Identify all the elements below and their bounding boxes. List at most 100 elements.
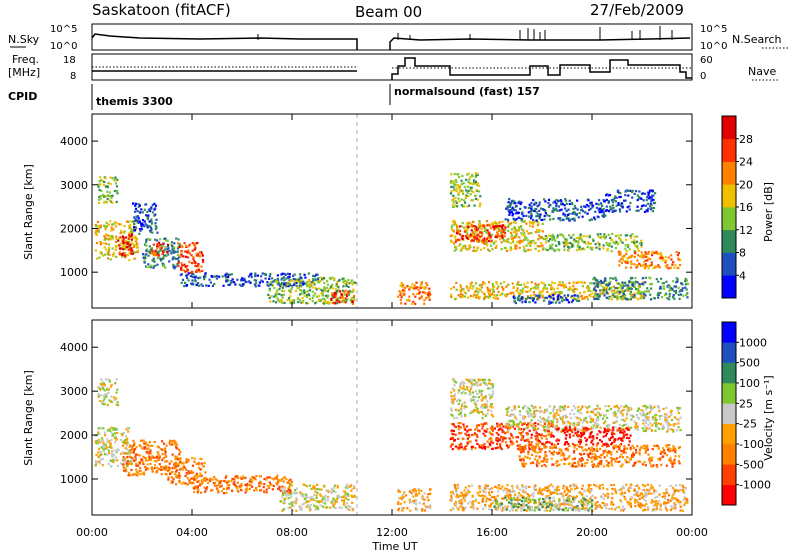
power-cell bbox=[504, 227, 506, 229]
power-cell bbox=[465, 196, 467, 198]
power-cell bbox=[512, 207, 514, 209]
velocity-cell bbox=[151, 467, 153, 469]
power-cell bbox=[646, 259, 648, 261]
power-cell bbox=[638, 210, 640, 212]
power-ylabel: Slant Range [km] bbox=[22, 164, 35, 260]
power-cell bbox=[537, 238, 539, 240]
power-cell bbox=[621, 285, 623, 287]
power-cell bbox=[636, 292, 638, 294]
power-cell bbox=[401, 286, 403, 288]
power-cell bbox=[538, 210, 540, 212]
power-cell bbox=[520, 202, 522, 204]
power-cell bbox=[331, 277, 333, 279]
power-cell bbox=[197, 277, 199, 279]
power-cell bbox=[636, 236, 638, 238]
power-cell bbox=[568, 301, 570, 303]
power-cell bbox=[354, 282, 356, 284]
velocity-cell bbox=[538, 442, 540, 444]
power-cell bbox=[626, 250, 628, 252]
velocity-cell bbox=[341, 507, 343, 509]
velocity-cell bbox=[334, 485, 336, 487]
velocity-cell bbox=[296, 499, 298, 501]
velocity-cell bbox=[479, 411, 481, 413]
velocity-cell bbox=[488, 382, 490, 384]
power-cell bbox=[147, 215, 149, 217]
velocity-cell bbox=[479, 384, 481, 386]
velocity-cell bbox=[188, 472, 190, 474]
power-cell bbox=[534, 286, 536, 288]
power-cell bbox=[308, 284, 310, 286]
power-cell bbox=[115, 241, 117, 243]
power-cell bbox=[467, 192, 469, 194]
velocity-cell bbox=[556, 430, 558, 432]
power-cell bbox=[639, 242, 641, 244]
power-cell bbox=[541, 219, 543, 221]
power-cell bbox=[580, 237, 582, 239]
power-cell bbox=[559, 283, 561, 285]
power-cell bbox=[126, 246, 128, 248]
velocity-cell bbox=[251, 476, 253, 478]
velocity-cell bbox=[251, 486, 253, 488]
velocity-cell bbox=[98, 427, 100, 429]
power-cell bbox=[462, 222, 464, 224]
power-cbar-swatch bbox=[722, 184, 736, 207]
power-cell bbox=[606, 209, 608, 211]
power-cell bbox=[511, 211, 513, 213]
power-cell bbox=[530, 213, 532, 215]
power-cell bbox=[636, 259, 638, 261]
power-cell bbox=[282, 297, 284, 299]
power-cell bbox=[317, 277, 319, 279]
power-cell bbox=[117, 240, 119, 242]
velocity-cell bbox=[177, 458, 179, 460]
velocity-cell bbox=[671, 419, 673, 421]
power-cell bbox=[531, 281, 533, 283]
velocity-cell bbox=[549, 441, 551, 443]
power-cell bbox=[111, 229, 113, 231]
power-cell bbox=[548, 199, 550, 201]
velocity-cell bbox=[531, 434, 533, 436]
velocity-cell bbox=[658, 422, 660, 424]
velocity-cell bbox=[175, 443, 177, 445]
power-cell bbox=[493, 243, 495, 245]
power-cell bbox=[481, 286, 483, 288]
velocity-cell bbox=[474, 401, 476, 403]
velocity-cell bbox=[418, 492, 420, 494]
velocity-cell bbox=[169, 473, 171, 475]
power-cell bbox=[470, 234, 472, 236]
velocity-cell bbox=[524, 422, 526, 424]
power-cell bbox=[682, 287, 684, 289]
power-cell bbox=[538, 217, 540, 219]
power-cell bbox=[529, 243, 531, 245]
velocity-cell bbox=[196, 463, 198, 465]
power-cell bbox=[571, 295, 573, 297]
power-cell bbox=[611, 246, 613, 248]
power-cell bbox=[498, 228, 500, 230]
velocity-cell bbox=[168, 468, 170, 470]
power-cell bbox=[192, 242, 194, 244]
velocity-cell bbox=[290, 506, 292, 508]
velocity-cell bbox=[161, 473, 163, 475]
power-cell bbox=[478, 185, 480, 187]
power-cell bbox=[635, 281, 637, 283]
velocity-cell bbox=[103, 442, 105, 444]
velocity-cell bbox=[470, 392, 472, 394]
velocity-cell bbox=[287, 481, 289, 483]
power-echo-region bbox=[132, 202, 159, 235]
power-cbar-tick-label: 20 bbox=[739, 178, 753, 191]
velocity-cell bbox=[542, 443, 544, 445]
power-cell bbox=[293, 281, 295, 283]
power-cell bbox=[518, 236, 520, 238]
power-cell bbox=[411, 303, 413, 305]
power-cell bbox=[111, 197, 113, 199]
power-cell bbox=[336, 281, 338, 283]
power-cell bbox=[191, 271, 193, 273]
power-cell bbox=[546, 214, 548, 216]
velocity-cell bbox=[114, 382, 116, 384]
velocity-cell bbox=[168, 476, 170, 478]
power-cell bbox=[611, 298, 613, 300]
velocity-cell bbox=[166, 460, 168, 462]
velocity-cell bbox=[464, 405, 466, 407]
power-cell bbox=[144, 261, 146, 263]
power-cell bbox=[554, 282, 556, 284]
power-cell bbox=[524, 235, 526, 237]
